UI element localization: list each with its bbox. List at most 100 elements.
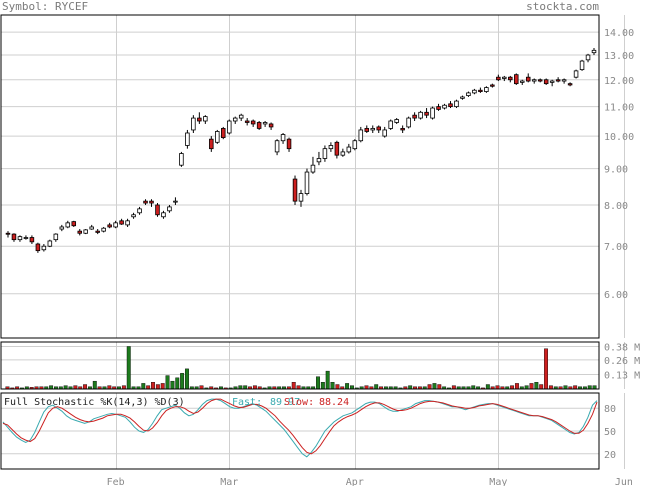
symbol-header: Symbol: RYCEF [2,0,88,14]
candle-body [107,224,112,228]
candle-body [191,117,196,131]
volume-bar [83,384,88,390]
volume-bar [432,383,437,390]
candle-body [244,120,250,123]
volume-bar [92,380,97,390]
candle-body [11,233,17,241]
price-tick-label: 13.00 [604,51,634,62]
volume-bar [165,375,170,390]
volume-tick-label: 0.26 M [604,356,640,367]
candle-body [149,200,154,204]
volume-bar [175,377,180,390]
volume-bar [573,385,578,390]
fast-label: Fast: [232,397,262,408]
volume-bar [146,385,151,390]
volume-bars [5,346,597,390]
candle-body [316,158,322,163]
candle-body [131,214,136,218]
candle-body [352,140,358,150]
candle-body [65,222,71,228]
candle-body [519,80,525,83]
candle-body [23,237,29,239]
candle-body [179,153,184,166]
volume-bar [330,382,335,390]
candle-body [161,212,166,218]
candle-body [400,128,405,131]
candle-body [17,236,23,241]
volume-bar [160,383,165,390]
candle-body [71,221,77,227]
candle-body [215,131,220,143]
volume-bar [587,385,592,390]
volume-bar [49,385,54,390]
candle-body [525,76,531,82]
candle-body [376,126,381,131]
price-tick-label: 14.00 [604,28,634,39]
candle-body [185,132,190,146]
volume-bar [126,346,131,390]
volume-bar [151,382,155,390]
candle-body [454,100,459,108]
candle-body [561,79,567,82]
stochastic-tick-label: 20 [604,450,616,461]
month-label: Apr [346,477,364,486]
price-tick-label: 7.00 [604,242,628,253]
volume-bar [539,384,544,390]
volume-bar [592,385,597,390]
candle-body [585,54,591,61]
stochastic-tick-label: 80 [604,404,616,415]
candle-body [460,96,465,99]
volume-bar [335,384,340,390]
candle-body [549,80,555,83]
stochastic-slow-line [2,398,598,455]
panel-frame [0,392,600,470]
volume-bar [374,384,379,390]
price-tick-label: 8.00 [604,201,628,212]
volume-bar [238,385,243,390]
volume-bar [316,376,320,390]
candle-body [310,164,316,173]
volume-tick-label: 0.13 M [604,370,640,381]
candle-body [209,138,214,150]
candle-body [5,232,11,235]
candle-body [274,140,280,153]
grid-lines [1,15,625,469]
volume-bar [141,383,146,390]
volume-bar [155,384,160,390]
volume-bar [524,385,529,390]
stochastic-legend: Full Stochastic %K(14,3) %D(3) Fast: 89.… [4,397,349,408]
candle-body [418,111,423,119]
volume-bar [544,348,548,390]
volume-bar [427,384,432,390]
candle-body [286,138,292,150]
candle-body [197,117,202,122]
candle-body [238,114,244,119]
price-candles [5,47,597,253]
volume-bar [252,385,257,390]
volume-bar [364,385,369,390]
candle-body [328,145,334,150]
stochastic-fast-line [2,398,598,458]
candle-body [484,87,489,92]
volume-bar [408,385,413,390]
candle-body [35,243,41,252]
candle-body [490,84,495,87]
candle-body [358,129,364,142]
candle-body [573,70,579,78]
candle-body [143,200,148,204]
candle-body [382,129,387,137]
volume-bar [325,370,330,390]
candle-body [167,206,172,212]
volume-bar [291,382,296,390]
volume-bar [296,385,301,390]
candle-body [268,123,274,128]
month-label: Jun [615,477,633,486]
candle-body [125,220,130,226]
month-label: May [489,477,507,486]
candle-body [113,222,118,228]
volume-bar [510,385,515,390]
candle-body [298,193,304,202]
candle-body [250,120,256,125]
volume-bar [451,385,456,390]
